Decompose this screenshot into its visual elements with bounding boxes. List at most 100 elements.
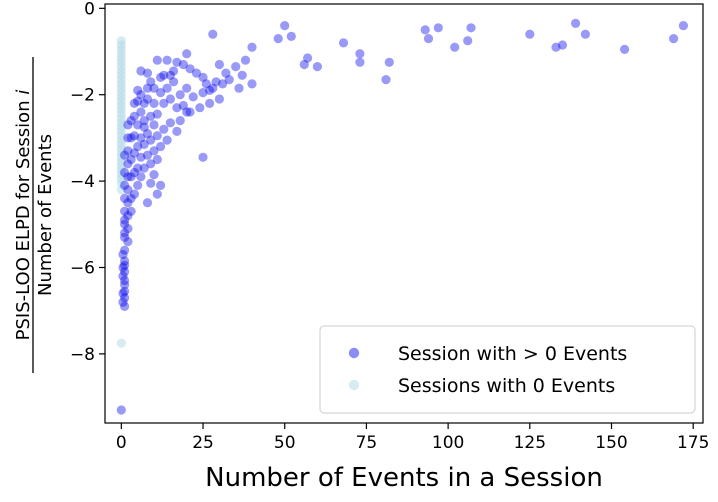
scatter-point-events [175,90,185,100]
scatter-point-events [463,36,473,46]
scatter-point-events [142,83,153,93]
scatter-point-events [123,133,133,143]
scatter-point-events [286,31,296,41]
scatter-point-events [129,111,139,121]
scatter-point-events [169,77,179,87]
scatter-point-events [142,94,153,104]
scatter-point-events [162,135,172,145]
scatter-point-events [126,154,136,165]
scatter-point-events [139,116,149,126]
scatter-point-events [384,57,394,67]
scatter-point-events [169,66,179,76]
scatter-point-events [466,23,476,33]
scatter-point-events [118,288,128,298]
scatter-point-events [303,53,313,63]
scatter-point-events [678,21,689,31]
y-axis-ticks: 0 −2 −4 −6 −8 [70,0,105,365]
y-axis-label-denominator: Number of Events [35,134,56,296]
scatter-point-events [191,68,202,78]
scatter-point-events [139,139,149,149]
scatter-point-events [129,98,139,108]
scatter-point-events [120,275,130,286]
scatter-point-events [142,150,153,160]
scatter-point-events [231,62,241,72]
scatter-point-events [182,83,192,93]
scatter-point-events [146,135,156,145]
scatter-point-events [299,59,309,70]
scatter-point-events [120,193,130,203]
scatter-point-events [240,55,251,65]
scatter-point-events [162,83,172,93]
scatter-point-events [580,29,591,39]
scatter-point-events [273,34,283,44]
plot-frame [104,3,704,424]
scatter-point-events [159,124,169,134]
x-tick-label: 125 [514,433,546,453]
scatter-point-events [214,94,224,104]
scatter-point-events [237,70,247,80]
scatter-point-events [355,49,365,59]
y-tick-label: 0 [84,0,95,19]
scatter-point-events [423,34,434,44]
scatter-point-events [152,189,162,199]
scatter-point-events [118,249,128,260]
legend-marker-zero-events [348,379,360,391]
scatter-point-events [129,148,139,158]
scatter-point-events [133,180,143,190]
scatter-point-events [198,88,208,98]
scatter-point-events [146,111,156,121]
scatter-point-events [221,68,231,78]
scatter-point-events [139,98,149,108]
scatter-point-events [152,55,162,65]
scatter-point-events [218,79,228,89]
scatter-point-events [156,180,166,190]
x-tick-label: 25 [192,433,214,453]
x-tick-label: 75 [356,433,378,453]
y-tick-label: −8 [70,345,95,365]
y-tick-label: −4 [70,172,95,192]
scatter-point-events [198,72,208,82]
y-axis-label: PSIS-LOO ELPD for Session i Number of Ev… [13,57,56,373]
scatter-point-events [149,98,159,108]
scatter-point-events [118,262,128,273]
scatter-point-events [146,159,156,169]
scatter-point-events [120,286,130,296]
scatter-point-events [126,206,136,216]
scatter-point-events [172,103,182,113]
scatter-point-events [211,77,221,87]
scatter-point-events [247,42,257,52]
scatter-point-events [149,83,159,93]
x-tick-label: 100 [432,433,464,453]
scatter-point-events [120,267,130,277]
scatter-point-events [156,72,166,82]
scatter-point-events [152,131,162,141]
scatter-point-events [159,70,169,80]
scatter-point-events [139,122,149,132]
scatter-point-events [146,178,156,188]
scatter-point-events [152,154,162,165]
scatter-point-events [120,293,130,303]
scatter-point-events [172,126,182,136]
scatter-point-events [149,170,159,180]
scatter-point-events [312,62,322,72]
scatter-point-events [120,150,130,160]
y-axis-label-variable: i [13,90,34,95]
scatter-point-events [129,189,139,199]
scatter-point-events [420,25,430,35]
scatter-point-events [149,146,159,156]
scatter-point-events [195,103,205,113]
scatter-point-events [165,70,175,80]
scatter-point-events [120,206,130,216]
scatter-point-events [165,94,175,104]
scatter-point-events [133,141,143,152]
scatter-point-events [198,152,208,162]
scatter-point-events [149,120,159,130]
scatter-point-events [571,18,581,28]
scatter-point-events [129,131,139,141]
scatter-point-events [120,167,130,178]
scatter-point-events [136,107,146,117]
scatter-point-events [133,163,143,173]
scatter-point-events [133,120,143,130]
scatter-point-events [136,66,146,76]
